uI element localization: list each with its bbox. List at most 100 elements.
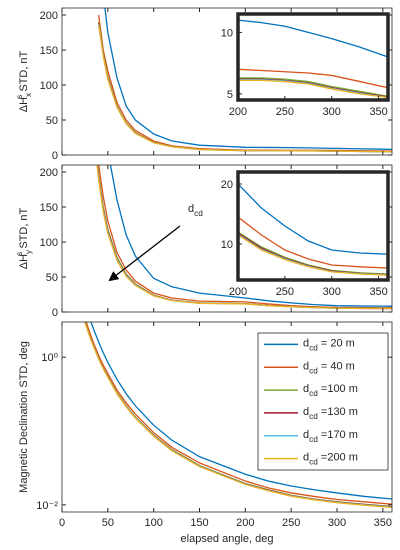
x-tick-label: 0 — [59, 517, 65, 529]
y-axis-label: ΔHxs STD, nT — [15, 50, 33, 112]
y-tick-label: 100 — [40, 237, 58, 249]
inset-area — [238, 14, 388, 100]
legend-label: dcd =100 m — [303, 383, 358, 398]
text-part: d — [303, 360, 309, 372]
series-line — [104, 8, 392, 151]
text-part: =100 m — [318, 383, 358, 395]
legend-label: dcd =200 m — [303, 452, 358, 467]
series-line — [96, 165, 392, 310]
text-part: ΔH — [18, 254, 30, 269]
legend-label: dcd =130 m — [303, 406, 358, 421]
inset-x-tick-label: 300 — [323, 286, 341, 298]
y-tick-label: 200 — [40, 167, 58, 179]
text-part: =200 m — [318, 452, 358, 464]
inset-x-tick-label: 250 — [276, 286, 294, 298]
superscript: s — [15, 95, 24, 99]
series-line — [238, 216, 388, 269]
text-part: =130 m — [318, 406, 358, 418]
subscript: cd — [309, 435, 318, 444]
axes-box — [61, 164, 393, 313]
inset-area — [238, 172, 388, 280]
legend-box — [257, 332, 389, 471]
x-tick-label: 50 — [102, 517, 114, 529]
x-axis-label: elapsed angle, deg — [181, 533, 274, 545]
y-tick-label: 50 — [46, 272, 58, 284]
lines — [238, 183, 388, 276]
annotation: dcd — [188, 203, 203, 218]
x-tick-label: 250 — [282, 517, 300, 529]
superscript: s — [15, 252, 24, 256]
y-tick-label: 150 — [40, 45, 58, 57]
inset-x-tick-label: 200 — [229, 106, 247, 118]
inset-x-tick-label: 350 — [369, 106, 387, 118]
text-part: d — [303, 337, 309, 349]
subscript: cd — [309, 412, 318, 421]
series-line — [109, 165, 392, 307]
y-tick-label: 200 — [40, 10, 58, 22]
x-tick-label: 100 — [144, 517, 162, 529]
text-part: STD, nT — [18, 50, 30, 94]
text-part: =170 m — [318, 429, 358, 441]
text-part: d — [303, 429, 309, 441]
series-line — [98, 165, 392, 309]
text-part: d — [303, 406, 309, 418]
subscript: cd — [309, 458, 318, 467]
y-tick-label: 0 — [52, 150, 58, 162]
y-tick-label: 10⁰ — [41, 352, 58, 364]
inset-y-tick-label: 10 — [221, 27, 233, 39]
inset-x-tick-label: 250 — [276, 106, 294, 118]
series-line — [85, 322, 392, 505]
inset-x-tick-label: 300 — [323, 106, 341, 118]
subscript: cd — [309, 389, 318, 398]
series-line — [238, 234, 388, 276]
text-part: ΔH — [18, 97, 30, 112]
inset-y-tick-label: 10 — [221, 239, 233, 251]
legend-label: dcd = 40 m — [303, 360, 355, 375]
x-tick-label: 150 — [190, 517, 208, 529]
series-line — [238, 77, 388, 97]
series-line — [238, 68, 388, 89]
inset-box — [236, 12, 390, 102]
inset-box — [236, 170, 390, 282]
y-axis-label: Magnetic Declination STD, deg — [18, 341, 30, 493]
y-axis-label: ΔHys STD, nT — [15, 207, 33, 269]
text-part: = 40 m — [318, 360, 355, 372]
y-tick-label: 0 — [52, 307, 58, 319]
x-tick-label: 300 — [328, 517, 346, 529]
text-part: = 20 m — [318, 337, 355, 349]
x-tick-label: 200 — [236, 517, 254, 529]
inset-y-tick-label: 20 — [221, 179, 233, 191]
text-part: STD, nT — [18, 207, 30, 251]
series-line — [238, 19, 388, 58]
subscript: cd — [309, 366, 318, 375]
lines — [96, 165, 392, 310]
series-line — [84, 322, 392, 509]
text-part: d — [303, 383, 309, 395]
annotation-arrow — [108, 225, 181, 282]
y-tick-label: 50 — [46, 115, 58, 127]
y-tick-label: 10⁻² — [36, 500, 58, 512]
lines — [98, 8, 392, 153]
text-part: Magnetic Declination STD, deg — [18, 341, 30, 493]
y-tick-label: 150 — [40, 202, 58, 214]
inset-x-tick-label: 200 — [229, 286, 247, 298]
axes-box — [61, 321, 393, 513]
series-line — [238, 183, 388, 255]
axes-box — [61, 7, 393, 156]
y-tick-label: 100 — [40, 80, 58, 92]
series-line — [98, 24, 392, 153]
subscript: x — [24, 92, 33, 97]
series-line — [90, 322, 392, 500]
subscript: cd — [194, 209, 203, 218]
inset-y-tick-label: 5 — [227, 89, 233, 101]
inset-x-tick-label: 350 — [369, 286, 387, 298]
lines — [238, 19, 388, 99]
text-part: d — [303, 452, 309, 464]
x-tick-label: 350 — [374, 517, 392, 529]
text-part: d — [188, 203, 194, 215]
legend-label: dcd =170 m — [303, 429, 358, 444]
subscript: y — [24, 249, 33, 254]
subscript: cd — [309, 343, 318, 352]
series-line — [238, 79, 388, 99]
